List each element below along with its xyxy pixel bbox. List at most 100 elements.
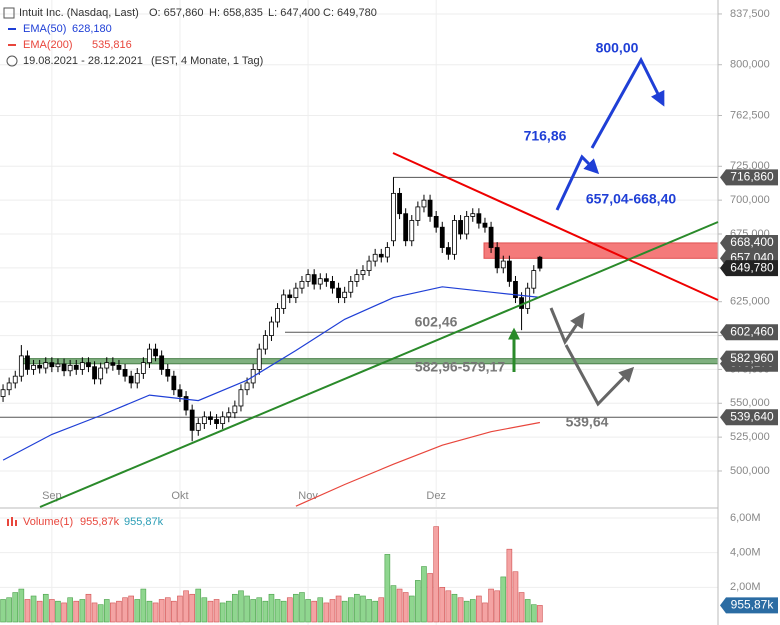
y-tick-label: 525,000: [730, 431, 770, 443]
candle-body: [104, 362, 110, 369]
candle-body: [439, 226, 445, 248]
annotation: 602,46: [415, 314, 458, 330]
volume-bar: [268, 593, 275, 623]
legend-value: 628,180: [72, 23, 112, 35]
volume-bar: [219, 602, 226, 623]
candle-body: [0, 389, 6, 397]
candle-body: [537, 256, 543, 269]
volume-bar: [439, 587, 446, 623]
candle-body: [397, 192, 402, 215]
volume-bar: [49, 599, 55, 623]
resistance-trendline: [392, 152, 719, 301]
volume-bar: [451, 593, 458, 623]
tag-layer: 716,860668,400657,040649,780602,460579,1…: [720, 169, 778, 614]
legend-swatch: [8, 44, 16, 46]
legend-swatch: [8, 28, 16, 30]
quote-low: L: 647,400: [268, 7, 320, 19]
candle-body: [116, 364, 122, 370]
volume-bar: [347, 597, 354, 623]
price-tag: [720, 324, 778, 341]
volume-bar: [372, 600, 378, 623]
volume-bar: [286, 597, 293, 623]
volume-bar: [469, 599, 476, 623]
volume-bar: [293, 593, 299, 623]
candle-body: [348, 280, 354, 293]
header: Intuit Inc. (Nasdaq, Last) O: 657,860 H:…: [3, 7, 377, 528]
volume-legend-value: 955,87k: [80, 516, 120, 528]
candle-body: [311, 274, 317, 285]
candle-body: [177, 389, 183, 397]
volume-bar: [500, 576, 507, 623]
volume-bar: [238, 590, 244, 623]
candle-body: [360, 270, 366, 276]
volume-bar: [36, 600, 43, 623]
volume-bar: [232, 593, 238, 623]
volume-legend-value: 955,87k: [124, 516, 164, 528]
support-trendline: [39, 221, 719, 508]
quote-open: O: 657,860: [149, 7, 203, 19]
volume-bar: [152, 602, 159, 623]
volume-bar: [415, 580, 421, 623]
volume-bar: [183, 590, 189, 623]
candle-body: [49, 362, 55, 368]
candle-body: [427, 199, 433, 217]
candle-body: [31, 364, 36, 370]
volume-bar: [177, 595, 183, 623]
volume-bar: [55, 600, 61, 623]
candle-body: [18, 355, 24, 377]
volume-bar: [506, 548, 513, 623]
candle-body: [506, 260, 512, 282]
volume-bar: [311, 600, 317, 623]
volume-bar: [158, 599, 165, 623]
candle-body: [403, 213, 409, 242]
x-tick-label: Okt: [171, 490, 188, 502]
volume-tick-label: 2,00M: [730, 581, 761, 593]
candle-body: [342, 291, 348, 299]
volume-bar: [97, 604, 104, 623]
volume-bar: [427, 573, 433, 623]
volume-bar: [195, 588, 202, 623]
target-arrow: [590, 56, 665, 149]
ema-line: [295, 421, 541, 507]
volume-bar: [30, 595, 37, 623]
legend-value: 535,816: [92, 39, 132, 51]
annotation: 716,86: [524, 128, 567, 144]
price-zone: [483, 242, 719, 259]
price-tag-label: 602,460: [730, 324, 774, 338]
candle-body: [445, 247, 451, 255]
candle-body: [391, 192, 396, 242]
candle-body: [464, 215, 470, 235]
volume-bar: [329, 599, 336, 623]
annotation: 800,00: [596, 40, 639, 56]
volume-bar: [256, 597, 263, 623]
volume-bar: [134, 599, 141, 623]
volume-bar: [335, 595, 342, 623]
candle-body: [281, 294, 287, 309]
volume-bar: [402, 592, 409, 623]
candle-body: [262, 335, 268, 350]
candle-body: [128, 375, 134, 384]
candle-body: [73, 364, 79, 370]
clock-icon: [6, 55, 18, 67]
candle-body: [372, 253, 378, 262]
candle-body: [330, 280, 335, 289]
price-tag: [720, 234, 778, 251]
plot-layer: [0, 177, 543, 623]
candle-body: [238, 389, 244, 407]
volume-bar: [396, 588, 403, 623]
volume-bar: [518, 592, 525, 623]
candle-body: [409, 220, 415, 242]
candle-body: [336, 287, 341, 299]
volume-bar: [299, 592, 305, 623]
quote-close: C: 649,780: [323, 7, 377, 19]
candle-body: [293, 287, 299, 299]
candle-body: [488, 226, 494, 248]
candle-body: [323, 278, 329, 282]
volume-icon: [7, 519, 9, 526]
candle-body: [287, 294, 293, 299]
candle-body: [220, 416, 226, 424]
volume-bar: [384, 554, 391, 623]
volume-icon: [11, 517, 13, 526]
volume-bar: [457, 597, 464, 623]
